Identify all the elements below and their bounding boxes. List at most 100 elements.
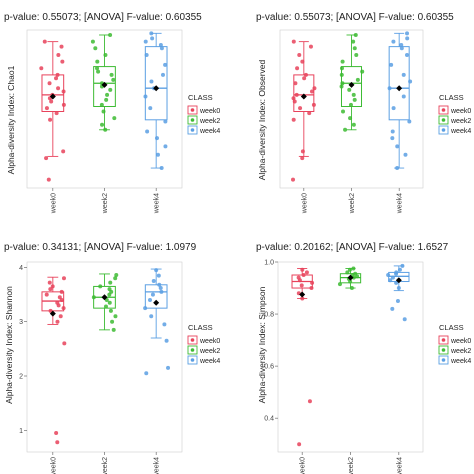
data-point xyxy=(355,77,360,82)
data-point xyxy=(387,86,392,91)
data-point xyxy=(159,289,164,294)
data-point xyxy=(151,279,156,283)
mean-marker xyxy=(101,81,108,88)
data-point xyxy=(312,86,317,91)
data-point xyxy=(163,119,168,124)
x-tick-label: week4 xyxy=(154,193,161,214)
data-point xyxy=(48,117,53,122)
data-point xyxy=(292,99,297,104)
box-week0 xyxy=(293,74,315,112)
data-point xyxy=(55,319,60,324)
data-point xyxy=(353,32,358,37)
mean-marker xyxy=(153,85,160,92)
data-point xyxy=(166,365,171,370)
legend-title: CLASS xyxy=(188,323,213,332)
legend-key-dot xyxy=(441,338,446,342)
data-point xyxy=(311,102,316,107)
data-point xyxy=(163,62,168,67)
data-point xyxy=(399,46,404,51)
data-point xyxy=(390,129,395,134)
mean-marker xyxy=(101,294,108,301)
data-point xyxy=(307,399,312,404)
data-point xyxy=(164,338,169,343)
data-point xyxy=(345,270,350,275)
data-point xyxy=(401,94,406,99)
x-tick-label: week4 xyxy=(397,193,404,214)
data-point xyxy=(351,266,356,271)
data-point xyxy=(108,280,113,285)
legend-item-label: week4 xyxy=(450,358,471,365)
data-point xyxy=(400,263,405,268)
data-point xyxy=(61,102,66,107)
data-point xyxy=(300,156,305,161)
data-point xyxy=(47,81,52,86)
data-point xyxy=(150,292,155,297)
data-point xyxy=(54,76,59,81)
data-point xyxy=(339,84,344,89)
data-point xyxy=(149,31,154,36)
data-point xyxy=(397,267,402,272)
data-point xyxy=(160,72,165,77)
data-point xyxy=(348,102,353,107)
data-point xyxy=(162,322,167,327)
data-point xyxy=(103,304,108,309)
data-point xyxy=(101,109,106,114)
data-point xyxy=(100,122,105,127)
data-point xyxy=(360,69,365,74)
legend-key-dot xyxy=(190,108,195,112)
data-point xyxy=(308,44,313,49)
data-point xyxy=(403,152,408,157)
data-point xyxy=(296,275,301,280)
data-point xyxy=(405,31,410,36)
data-point xyxy=(143,306,148,311)
data-point xyxy=(298,106,303,111)
legend-item-label: week0 xyxy=(450,108,471,115)
data-point xyxy=(104,97,109,102)
data-point xyxy=(61,89,66,94)
data-point xyxy=(108,308,113,313)
data-point xyxy=(39,66,44,71)
data-point xyxy=(395,144,400,149)
data-point xyxy=(110,319,115,324)
legend-title: CLASS xyxy=(188,93,213,102)
data-point xyxy=(351,39,356,44)
data-point xyxy=(44,292,49,297)
data-point xyxy=(42,39,47,44)
data-point xyxy=(395,166,400,171)
data-point xyxy=(143,39,148,44)
mean-marker xyxy=(299,291,306,298)
mean-marker xyxy=(348,81,355,88)
data-point xyxy=(401,72,406,77)
data-point xyxy=(291,177,296,182)
legend-item-label: week4 xyxy=(199,358,220,365)
data-point xyxy=(54,431,59,435)
y-axis-label: Alpha-diversity Index: Observed xyxy=(257,59,267,180)
mean-marker xyxy=(396,85,403,92)
data-point xyxy=(105,92,110,97)
data-point xyxy=(144,371,149,376)
mean-marker xyxy=(49,93,56,100)
data-point xyxy=(300,149,305,154)
data-point xyxy=(44,156,49,161)
panel-3: p-value: 0.34131; [ANOVA] F-value: 1.097… xyxy=(4,242,220,474)
y-tick-label: 0.8 xyxy=(264,312,274,319)
legend-title: CLASS xyxy=(439,323,464,332)
data-point xyxy=(291,39,296,44)
data-point xyxy=(390,306,395,311)
data-point xyxy=(96,69,101,74)
data-point xyxy=(391,39,396,44)
data-point xyxy=(389,62,394,67)
data-point xyxy=(307,111,312,116)
data-point xyxy=(352,97,357,102)
y-tick-label: 4 xyxy=(19,265,23,272)
data-point xyxy=(300,59,305,64)
data-point xyxy=(399,42,404,47)
x-tick-label: week4 xyxy=(154,457,161,474)
panel-title: p-value: 0.20162; [ANOVA] F-value: 1.652… xyxy=(256,242,449,253)
x-tick-label: week0 xyxy=(50,193,57,214)
data-point xyxy=(150,36,155,41)
legend-item-label: week0 xyxy=(199,108,220,115)
data-point xyxy=(339,72,344,77)
data-point xyxy=(50,284,55,289)
data-point xyxy=(98,284,103,289)
